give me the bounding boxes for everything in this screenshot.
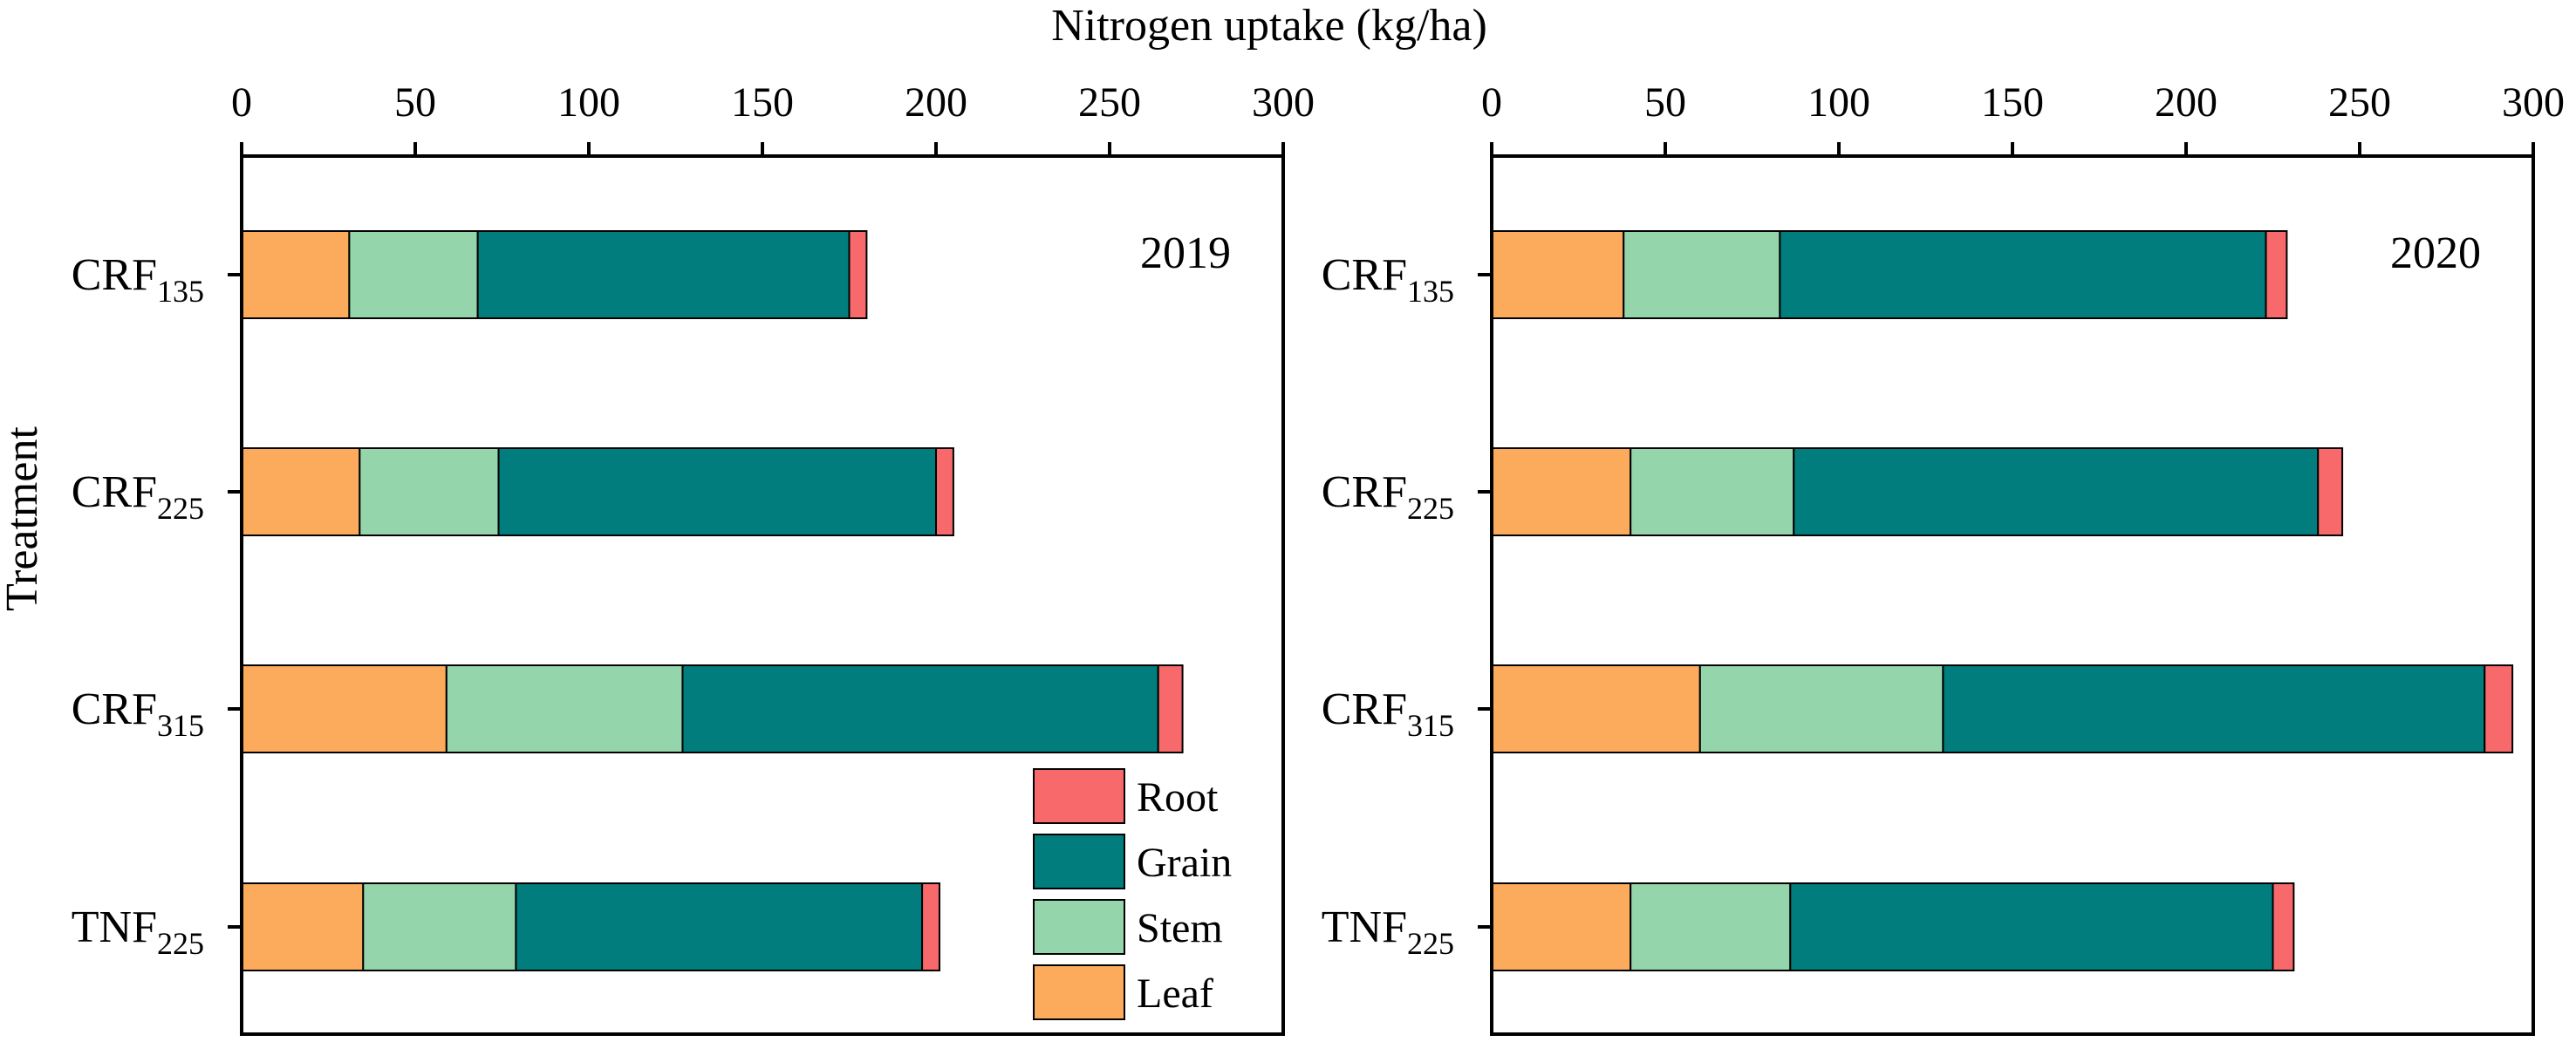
bar-2019-crf315-root — [1157, 664, 1184, 753]
x-tick-label: 50 — [394, 79, 436, 126]
x-tick-label: 100 — [557, 79, 620, 126]
legend-label-leaf: Leaf — [1137, 970, 1213, 1017]
bar-2019-crf225-grain — [497, 447, 938, 536]
bar-2019-crf135-grain — [476, 230, 851, 319]
panel-year-label: 2019 — [1140, 228, 1231, 278]
bar-2019-crf135-stem — [348, 230, 479, 319]
panel-2019: 0 50 100 150 200 250 300 CRF135 CRF225 CRF315 TNF2… — [72, 79, 1315, 1036]
bar-2020-tnf225-root — [2272, 882, 2295, 971]
bar-2020-crf225-leaf — [1491, 447, 1632, 536]
x-tick-label: 150 — [1981, 79, 2044, 126]
x-tick-label: 150 — [731, 79, 794, 126]
x-tick-label: 250 — [1078, 79, 1141, 126]
bar-2020-tnf225-leaf — [1491, 882, 1632, 971]
x-tick-label: 250 — [2328, 79, 2391, 126]
x-tick-label: 0 — [231, 79, 252, 126]
y-axis-title: Treatment — [0, 426, 47, 611]
legend-label-root: Root — [1137, 774, 1219, 821]
x-tick-label: 100 — [1807, 79, 1870, 126]
legend-label-grain: Grain — [1137, 840, 1232, 886]
bar-2020-tnf225-stem — [1630, 882, 1792, 971]
legend-swatch-grain — [1033, 834, 1125, 889]
bar-2019-crf315-grain — [681, 664, 1159, 753]
legend-label-stem: Stem — [1137, 905, 1223, 951]
x-tick-label: 300 — [1252, 79, 1315, 126]
bar-2019-tnf225-root — [921, 882, 940, 971]
x-tick-label: 50 — [1644, 79, 1686, 126]
legend-swatch-leaf — [1033, 964, 1125, 1020]
y-tick-label-crf315: CRF315 — [72, 684, 204, 743]
y-tick-label-crf135: CRF135 — [72, 250, 204, 309]
bar-2020-crf225-grain — [1793, 447, 2320, 536]
y-tick-label-tnf225: TNF225 — [72, 902, 204, 961]
bar-2019-crf225-root — [935, 447, 954, 536]
bar-2019-crf135-leaf — [241, 230, 351, 319]
bar-2020-crf315-root — [2484, 664, 2514, 753]
plot-layer: 0 50 100 150 200 250 300 CRF135 CRF225 CRF315 TNF2… — [72, 79, 2565, 1036]
panel-2020: 0 50 100 150 200 250 300 CRF135 CRF225 CRF315 TNF2… — [1322, 79, 2565, 1036]
bar-2020-crf315-stem — [1698, 664, 1944, 753]
bar-2019-crf225-stem — [359, 447, 500, 536]
bar-2020-crf135-leaf — [1491, 230, 1625, 319]
y-tick-label-tnf225: TNF225 — [1322, 902, 1454, 961]
bar-2019-crf315-stem — [445, 664, 684, 753]
bar-2019-tnf225-grain — [515, 882, 924, 971]
bar-2020-crf135-stem — [1623, 230, 1781, 319]
bar-2020-crf225-root — [2317, 447, 2344, 536]
bar-2020-tnf225-grain — [1789, 882, 2274, 971]
x-tick-label: 0 — [1481, 79, 1502, 126]
legend: Root Grain Stem Leaf — [1033, 768, 1232, 1020]
x-tick-label: 200 — [2155, 79, 2217, 126]
y-tick-label-crf225: CRF225 — [1322, 467, 1454, 526]
panel-year-label: 2020 — [2390, 228, 2481, 278]
bar-2020-crf135-grain — [1779, 230, 2267, 319]
bar-2019-crf315-leaf — [241, 664, 448, 753]
y-tick-label-crf225: CRF225 — [72, 467, 204, 526]
legend-swatch-stem — [1033, 899, 1125, 955]
bar-2019-crf135-root — [848, 230, 868, 319]
y-tick-label-crf135: CRF135 — [1322, 250, 1454, 309]
x-axis-title: Nitrogen uptake (kg/ha) — [1051, 1, 1487, 51]
bar-2020-crf315-grain — [1942, 664, 2486, 753]
bar-2019-tnf225-leaf — [241, 882, 365, 971]
bar-2020-crf315-leaf — [1491, 664, 1701, 753]
bar-2020-crf135-root — [2265, 230, 2288, 319]
bar-2019-crf225-leaf — [241, 447, 361, 536]
x-tick-label: 300 — [2502, 79, 2565, 126]
bar-2020-crf225-stem — [1630, 447, 1795, 536]
x-tick-label: 200 — [905, 79, 967, 126]
y-tick-label-crf315: CRF315 — [1322, 684, 1454, 743]
legend-swatch-root — [1033, 768, 1125, 824]
bar-2019-tnf225-stem — [362, 882, 517, 971]
